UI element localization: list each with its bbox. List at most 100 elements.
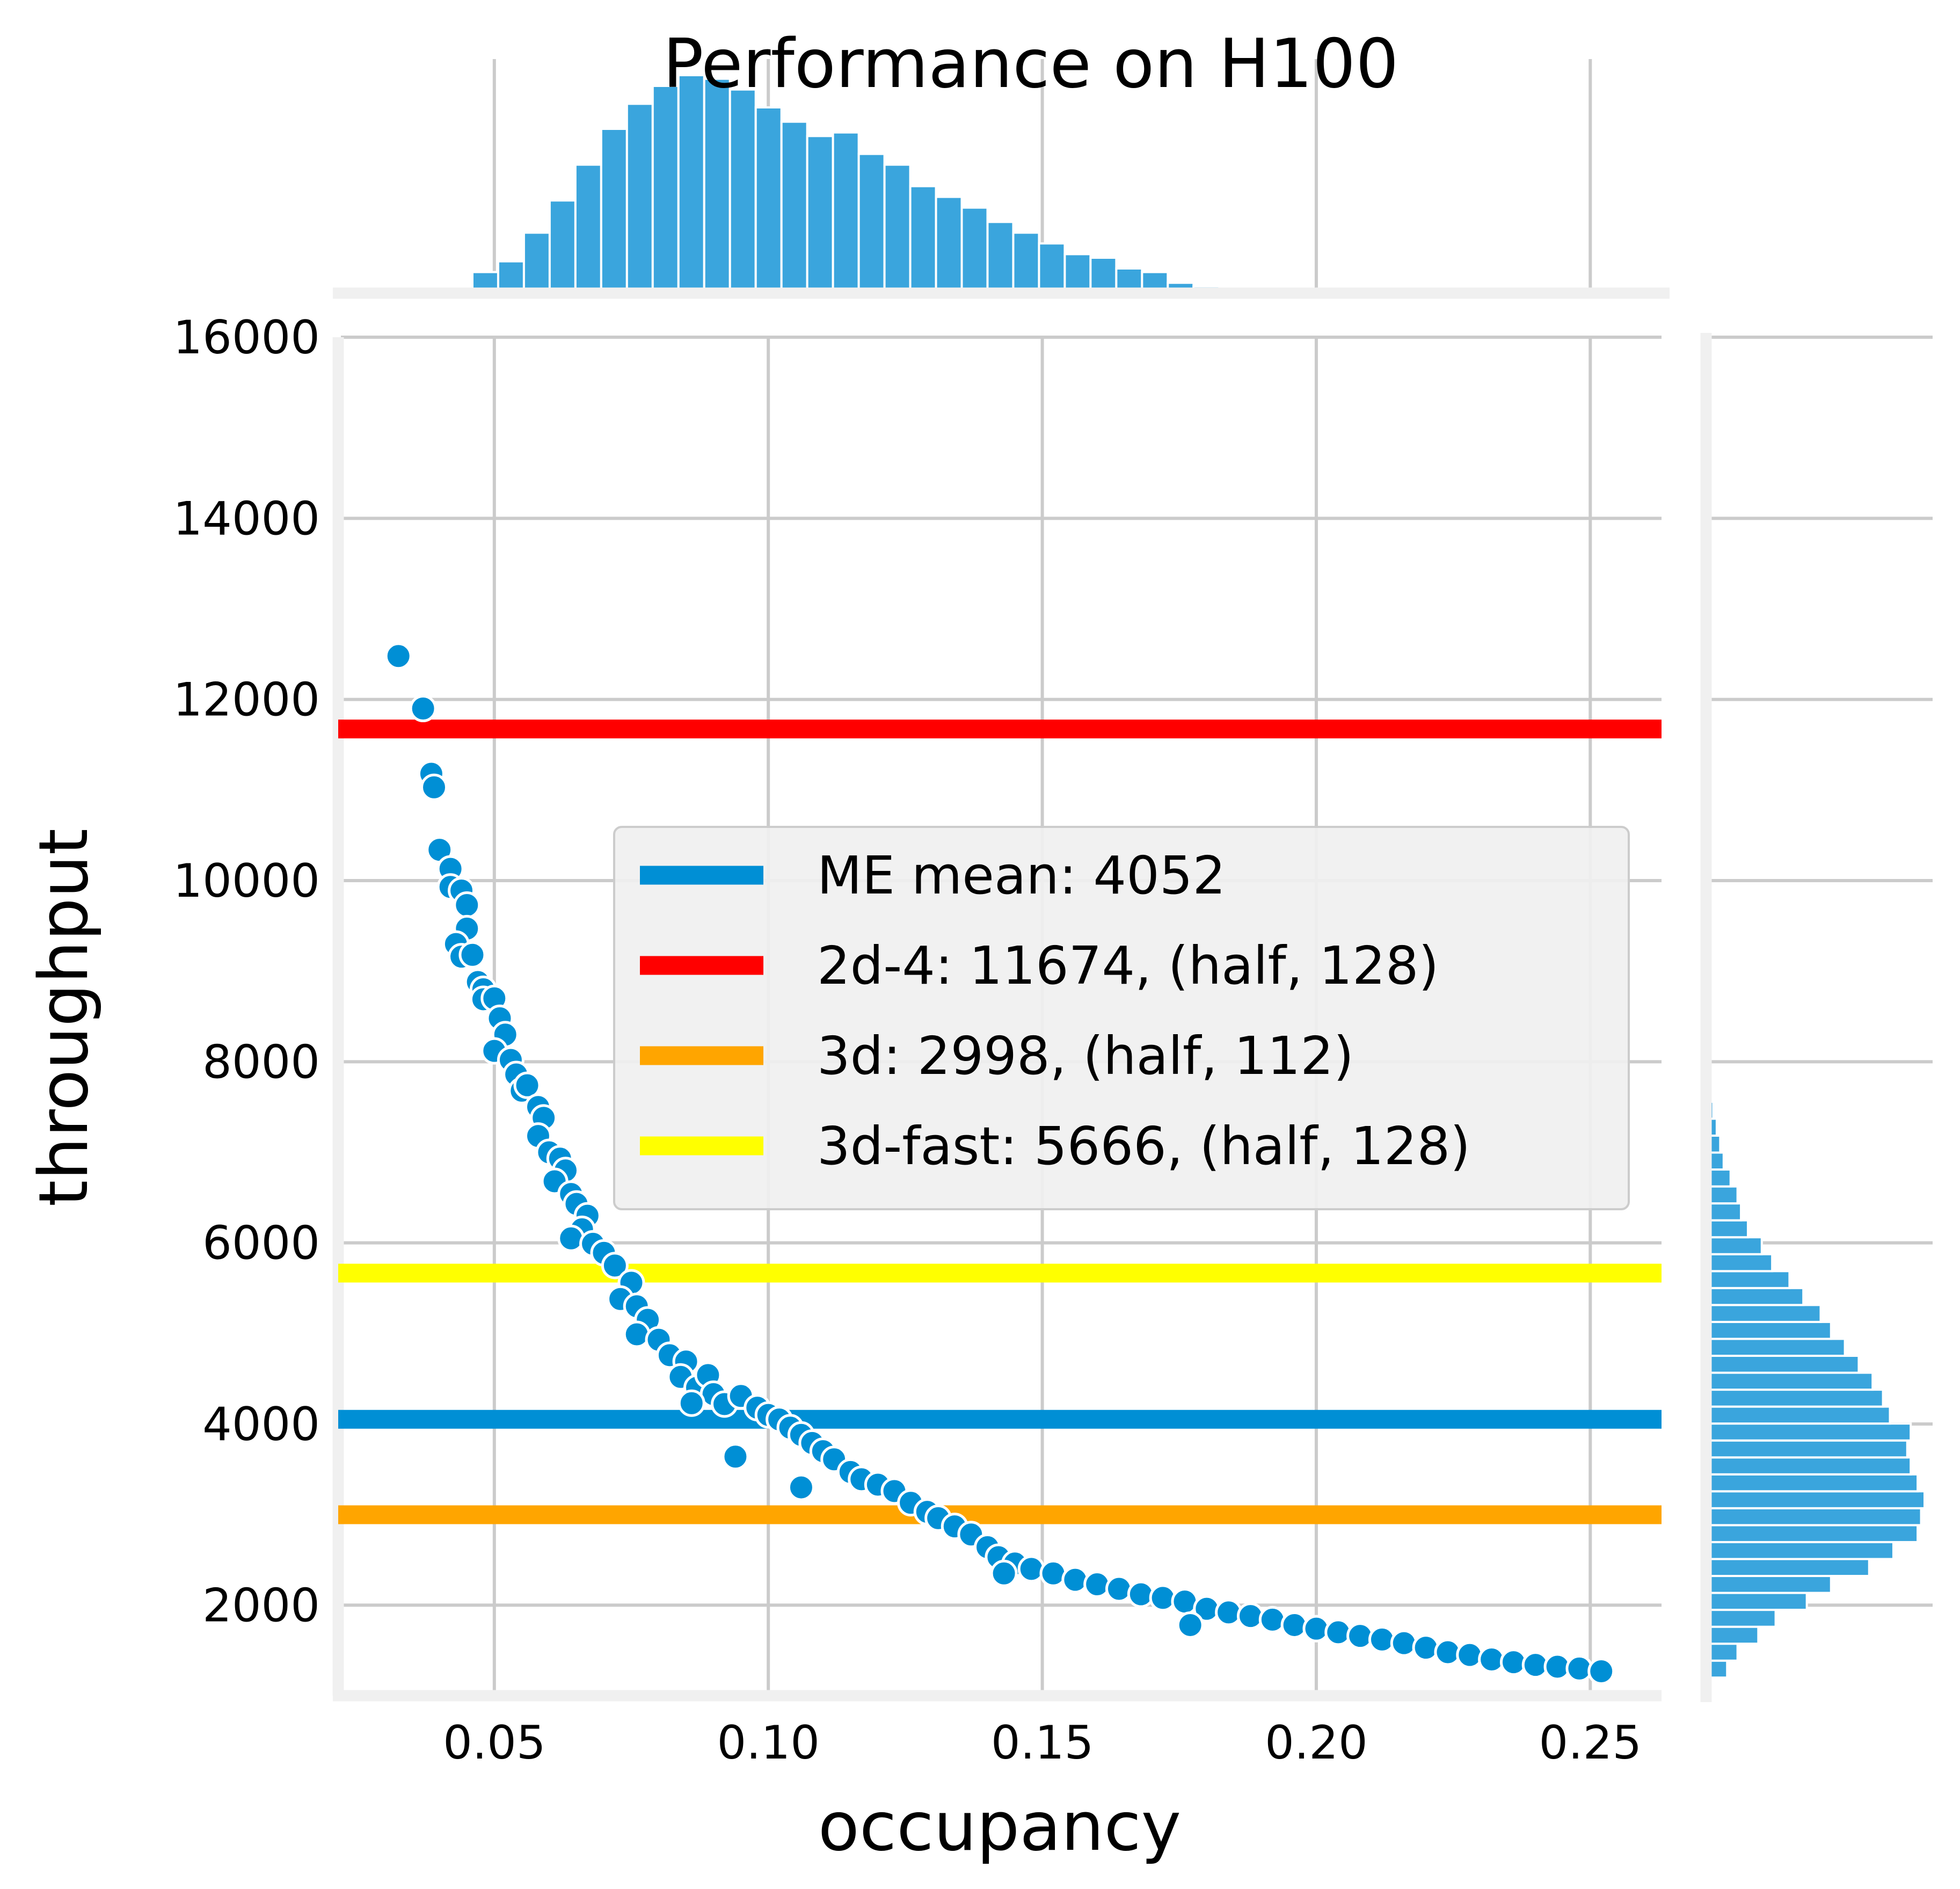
right-hist-bar bbox=[1709, 1168, 1732, 1188]
y-tick-label: 8000 bbox=[202, 1035, 320, 1089]
top-hist-bar bbox=[497, 260, 525, 291]
scatter-point bbox=[1302, 1615, 1330, 1643]
top-hist-bar bbox=[1012, 231, 1040, 292]
y-tick-label: 10000 bbox=[173, 854, 320, 908]
scatter-point bbox=[990, 1559, 1018, 1587]
scatter-point bbox=[1368, 1625, 1396, 1653]
y-tick-label: 14000 bbox=[173, 492, 320, 546]
right-hist-bar bbox=[1709, 1270, 1791, 1289]
right-hist-bar bbox=[1709, 1507, 1922, 1527]
right-hist-bar bbox=[1709, 1422, 1912, 1442]
scatter-point bbox=[1456, 1641, 1484, 1669]
right-hist-bar bbox=[1709, 1609, 1777, 1628]
scatter-point bbox=[1083, 1571, 1111, 1599]
right-hist-bar bbox=[1709, 1558, 1870, 1578]
scatter-point bbox=[1587, 1657, 1615, 1685]
scatter-point bbox=[1149, 1584, 1177, 1612]
right-hist-bar bbox=[1709, 1592, 1808, 1611]
scatter-point bbox=[677, 1389, 705, 1417]
scatter-point bbox=[1236, 1602, 1264, 1630]
legend: ME mean: 4052 2d-4: 11674, (half, 128) 3d:… bbox=[613, 826, 1630, 1210]
y-tick-label: 6000 bbox=[202, 1217, 320, 1270]
legend-box bbox=[613, 826, 1630, 1210]
scatter-point bbox=[513, 1071, 541, 1099]
top-hist-bar bbox=[935, 195, 963, 291]
top-hist-bar bbox=[471, 271, 499, 291]
scatter-points bbox=[384, 642, 1615, 1685]
x-tick-label: 0.10 bbox=[717, 1716, 819, 1770]
right-hist-bar bbox=[1709, 1473, 1919, 1493]
y-axis-label: throughput bbox=[24, 829, 103, 1207]
top-hist-bar bbox=[806, 135, 834, 291]
legend-label-2d4: 2d-4: 11674, (half, 128) bbox=[817, 935, 1439, 996]
legend-label-me_mean: ME mean: 4052 bbox=[817, 845, 1226, 906]
right-hist-bar bbox=[1709, 1405, 1891, 1425]
scatter-point bbox=[409, 695, 437, 723]
x-tick-label: 0.15 bbox=[991, 1716, 1094, 1770]
top-hist-bar bbox=[574, 163, 602, 291]
top-hist-bar bbox=[1089, 257, 1118, 291]
y-tick-labels: 2000 4000 6000 8000 10000 12000 14000 16000 bbox=[173, 311, 320, 1632]
scatter-point bbox=[1215, 1599, 1243, 1626]
scatter-point bbox=[787, 1473, 815, 1501]
x-tick-label: 0.25 bbox=[1539, 1716, 1642, 1770]
right-hist-bar bbox=[1709, 1320, 1832, 1340]
right-hist-bar bbox=[1709, 1151, 1725, 1171]
top-hist-bar bbox=[754, 106, 783, 291]
top-hist-bar bbox=[522, 231, 551, 292]
scatter-point bbox=[1176, 1611, 1204, 1639]
right-hist-bar bbox=[1709, 1524, 1919, 1543]
top-hist-bar bbox=[857, 152, 886, 291]
scatter-point bbox=[1017, 1555, 1045, 1583]
chart-title: Performance on H100 bbox=[663, 24, 1399, 103]
right-hist-bar bbox=[1709, 1659, 1729, 1679]
legend-label-3dfast: 3d-fast: 5666, (half, 128) bbox=[817, 1116, 1470, 1176]
main-axes bbox=[332, 337, 1662, 1702]
reference-lines bbox=[338, 720, 1662, 1524]
top-hist-bar bbox=[883, 163, 912, 291]
scatter-point bbox=[1324, 1618, 1352, 1646]
top-hist-bar bbox=[1063, 253, 1092, 292]
x-tick-labels: 0.05 0.10 0.15 0.20 0.25 bbox=[443, 1716, 1642, 1770]
top-hist-bar bbox=[832, 131, 860, 292]
right-hist-bar bbox=[1709, 1185, 1739, 1205]
top-hist-bar bbox=[986, 221, 1015, 292]
scatter-point bbox=[1127, 1580, 1155, 1608]
right-hist-bar bbox=[1709, 1202, 1743, 1222]
top-hist-bar bbox=[625, 103, 654, 291]
y-tick-label: 4000 bbox=[202, 1398, 320, 1451]
right-hist-bar bbox=[1709, 1287, 1805, 1306]
right-hist-bar bbox=[1709, 1371, 1874, 1391]
y-tick-label: 16000 bbox=[173, 311, 320, 365]
legend-label-3d: 3d: 2998, (half, 112) bbox=[817, 1026, 1354, 1086]
top-hist-bar bbox=[909, 185, 937, 291]
scatter-point bbox=[1061, 1566, 1089, 1594]
right-hist-bar bbox=[1709, 1456, 1912, 1476]
scatter-point bbox=[420, 773, 448, 801]
right-hist-bar bbox=[1709, 1219, 1749, 1239]
right-hist-bar bbox=[1709, 1625, 1760, 1645]
top-hist-bar bbox=[651, 85, 680, 291]
right-hist-bar bbox=[1709, 1490, 1926, 1509]
x-tick-label: 0.20 bbox=[1265, 1716, 1367, 1770]
top-hist-bar bbox=[1141, 271, 1169, 291]
top-hist-bar bbox=[960, 206, 989, 291]
scatter-point bbox=[384, 642, 412, 670]
right-hist-bar bbox=[1709, 1643, 1739, 1662]
scatter-point bbox=[601, 1252, 629, 1280]
right-hist-bar bbox=[1709, 1354, 1860, 1374]
y-tick-label: 2000 bbox=[202, 1579, 320, 1632]
right-hist-bar bbox=[1709, 1253, 1774, 1273]
top-hist-bar bbox=[548, 199, 577, 292]
scatter-point bbox=[458, 941, 486, 969]
top-hist-bar bbox=[728, 88, 757, 292]
top-hist-bar bbox=[780, 120, 808, 292]
right-hist-bar bbox=[1709, 1439, 1908, 1459]
top-hist-bar bbox=[677, 74, 705, 291]
y-tick-label: 12000 bbox=[173, 673, 320, 727]
right-hist-bar bbox=[1709, 1338, 1846, 1357]
scatter-point bbox=[453, 891, 481, 919]
top-marginal-histogram bbox=[471, 74, 1221, 292]
scatter-point bbox=[1412, 1634, 1440, 1662]
